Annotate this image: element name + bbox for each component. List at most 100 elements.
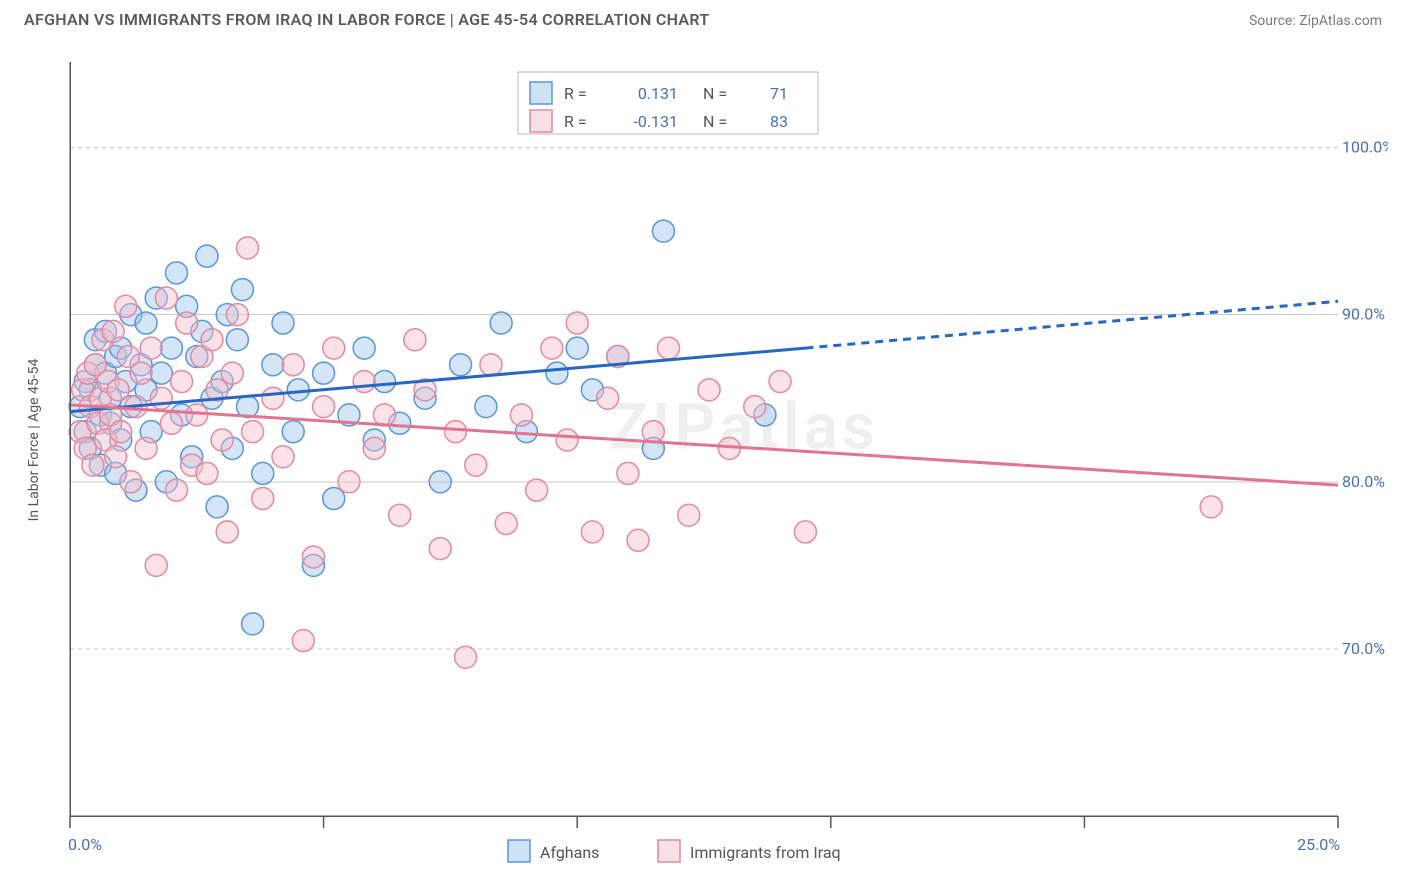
data-point: [465, 454, 487, 476]
data-point: [107, 379, 129, 401]
plot-area: 70.0%80.0%90.0%100.0%ZIPatlas0.0%25.0%In…: [18, 46, 1388, 874]
data-point: [252, 487, 274, 509]
data-point: [221, 362, 243, 384]
x-tick-label: 0.0%: [68, 835, 102, 854]
bottom-legend-swatch: [658, 840, 680, 862]
legend-swatch: [530, 110, 552, 132]
data-point: [226, 329, 248, 351]
data-point: [166, 262, 188, 284]
data-point: [196, 245, 218, 267]
data-point: [566, 312, 588, 334]
legend-n-label: N =: [703, 84, 727, 103]
data-point: [581, 521, 603, 543]
data-point: [171, 371, 193, 393]
correlation-scatter-chart: 70.0%80.0%90.0%100.0%ZIPatlas0.0%25.0%In…: [18, 46, 1388, 874]
data-point: [338, 471, 360, 493]
data-point: [160, 337, 182, 359]
data-point: [353, 337, 375, 359]
data-point: [657, 337, 679, 359]
legend-r-label: R =: [564, 84, 587, 103]
legend-swatch: [530, 82, 552, 104]
bottom-legend-label: Immigrants from Iraq: [690, 843, 841, 862]
y-axis-label: In Labor Force | Age 45-54: [26, 358, 42, 521]
data-point: [450, 354, 472, 376]
x-tick-label: 25.0%: [1297, 835, 1340, 854]
y-tick-label: 70.0%: [1342, 639, 1385, 658]
data-point: [597, 387, 619, 409]
data-point: [242, 613, 264, 635]
data-point: [444, 421, 466, 443]
data-point: [556, 429, 578, 451]
data-point: [262, 387, 284, 409]
data-point: [313, 362, 335, 384]
data-point: [150, 362, 172, 384]
data-point: [404, 329, 426, 351]
data-point: [216, 521, 238, 543]
data-point: [475, 396, 497, 418]
bottom-legend-swatch: [508, 840, 530, 862]
data-point: [242, 421, 264, 443]
legend-r-value: 0.131: [638, 84, 678, 103]
data-point: [566, 337, 588, 359]
data-point: [135, 437, 157, 459]
legend-n-label: N =: [703, 112, 727, 131]
data-point: [130, 362, 152, 384]
data-point: [429, 471, 451, 493]
bottom-legend-label: Afghans: [540, 843, 599, 862]
data-point: [105, 446, 127, 468]
data-point: [102, 320, 124, 342]
chart-title: AFGHAN VS IMMIGRANTS FROM IRAQ IN LABOR …: [24, 10, 709, 29]
data-point: [642, 421, 664, 443]
data-point: [541, 337, 563, 359]
data-point: [110, 421, 132, 443]
data-point: [150, 387, 172, 409]
data-point: [155, 287, 177, 309]
data-point: [196, 462, 218, 484]
data-point: [145, 554, 167, 576]
data-point: [282, 421, 304, 443]
data-point: [237, 237, 259, 259]
data-point: [82, 454, 104, 476]
data-point: [176, 312, 198, 334]
data-point: [490, 312, 512, 334]
data-point: [526, 479, 548, 501]
legend-r-label: R =: [564, 112, 587, 131]
data-point: [363, 437, 385, 459]
legend-r-value: -0.131: [633, 112, 678, 131]
data-point: [480, 354, 502, 376]
data-point: [698, 379, 720, 401]
data-point: [373, 371, 395, 393]
data-point: [272, 446, 294, 468]
data-point: [510, 404, 532, 426]
stats-legend: R =0.131N =71R =-0.131N =83: [518, 72, 818, 134]
data-point: [211, 429, 233, 451]
data-point: [652, 220, 674, 242]
data-point: [302, 546, 324, 568]
data-point: [226, 304, 248, 326]
data-point: [1200, 496, 1222, 518]
data-point: [389, 504, 411, 526]
y-tick-label: 80.0%: [1342, 472, 1385, 491]
y-tick-label: 100.0%: [1342, 138, 1388, 157]
data-point: [166, 479, 188, 501]
source-prefix: Source:: [1249, 13, 1299, 29]
data-point: [769, 371, 791, 393]
data-point: [678, 504, 700, 526]
data-point: [231, 279, 253, 301]
data-point: [262, 354, 284, 376]
data-point: [429, 538, 451, 560]
data-point: [353, 371, 375, 393]
data-point: [206, 496, 228, 518]
source-link[interactable]: ZipAtlas.com: [1299, 13, 1382, 29]
data-point: [292, 630, 314, 652]
data-point: [282, 354, 304, 376]
y-tick-label: 90.0%: [1342, 305, 1385, 324]
legend-n-value: 83: [770, 112, 788, 131]
data-point: [455, 646, 477, 668]
data-point: [201, 329, 223, 351]
data-point: [186, 404, 208, 426]
data-point: [252, 462, 274, 484]
data-point: [115, 295, 137, 317]
title-bar: AFGHAN VS IMMIGRANTS FROM IRAQ IN LABOR …: [0, 0, 1406, 35]
data-point: [495, 513, 517, 535]
